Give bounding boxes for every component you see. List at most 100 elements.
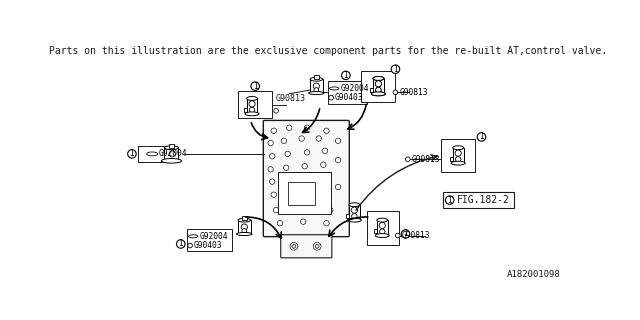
Text: G92004: G92004 [340,84,369,93]
Circle shape [445,196,454,204]
Ellipse shape [377,218,388,222]
Circle shape [268,167,273,172]
Circle shape [281,138,287,143]
Text: G92004: G92004 [199,232,228,241]
Ellipse shape [348,218,362,222]
Circle shape [277,220,283,226]
Circle shape [376,87,381,93]
Circle shape [285,177,291,182]
Ellipse shape [308,92,324,95]
Circle shape [269,179,275,184]
Circle shape [169,151,175,157]
Ellipse shape [371,92,385,96]
Bar [362,71,396,101]
Circle shape [241,224,248,230]
Circle shape [379,222,385,228]
Circle shape [380,229,385,234]
Text: 1: 1 [393,65,398,74]
Text: G90403: G90403 [194,241,223,250]
Circle shape [351,213,357,219]
Circle shape [456,156,461,162]
Text: 1: 1 [129,149,134,158]
Circle shape [289,190,294,195]
Ellipse shape [147,152,157,156]
Bar [346,214,349,218]
Bar [246,99,257,114]
Text: 1: 1 [344,71,348,80]
Circle shape [299,136,305,141]
Circle shape [127,150,136,158]
Bar [164,148,179,160]
Circle shape [307,188,312,194]
Circle shape [375,81,381,87]
Bar [367,211,399,245]
Ellipse shape [373,76,384,80]
Text: 1: 1 [447,196,452,204]
Circle shape [290,243,298,250]
Circle shape [401,230,410,238]
Ellipse shape [349,203,360,207]
Ellipse shape [373,76,384,80]
Ellipse shape [246,97,257,100]
Text: G90813: G90813 [275,94,305,103]
Text: G90813: G90813 [412,155,440,164]
Circle shape [328,207,333,213]
Circle shape [396,233,400,238]
Ellipse shape [189,235,198,238]
Circle shape [324,220,329,226]
Circle shape [325,192,331,197]
FancyBboxPatch shape [263,120,349,237]
Circle shape [329,95,333,100]
Circle shape [313,83,319,89]
Bar [288,182,315,205]
Circle shape [305,125,310,131]
Text: G90813: G90813 [399,88,428,97]
Bar [310,79,323,93]
Circle shape [271,128,276,133]
Circle shape [477,133,486,141]
Bar [314,75,319,79]
Ellipse shape [237,232,252,236]
Bar [238,220,250,234]
Circle shape [351,207,358,213]
Text: Parts on this illustration are the exclusive component parts for the re-built AT: Parts on this illustration are the exclu… [49,46,607,56]
Circle shape [391,65,400,73]
Ellipse shape [330,87,339,90]
Bar [441,139,476,172]
Bar [278,172,331,214]
Text: A182001098: A182001098 [507,270,561,279]
Bar [242,215,246,220]
Bar [169,144,174,148]
Bar [370,88,373,92]
Circle shape [335,184,340,190]
Circle shape [316,244,319,248]
Bar [373,78,384,94]
Circle shape [335,138,340,143]
Text: G90403: G90403 [335,93,364,102]
FancyBboxPatch shape [281,235,332,258]
Circle shape [314,88,319,92]
Circle shape [310,204,316,209]
Circle shape [313,243,321,250]
Circle shape [305,150,310,155]
Circle shape [271,192,276,197]
Circle shape [292,244,296,248]
Circle shape [321,162,326,167]
Ellipse shape [451,161,465,165]
Circle shape [273,207,279,213]
Ellipse shape [371,92,385,96]
Text: FIG.182-2: FIG.182-2 [457,195,509,205]
Circle shape [342,71,350,80]
Circle shape [406,157,410,162]
Circle shape [301,219,306,224]
Ellipse shape [161,158,182,163]
Bar [452,148,463,163]
Bar [443,192,514,208]
Circle shape [285,151,291,156]
Ellipse shape [245,112,259,116]
Circle shape [250,107,255,113]
Ellipse shape [452,146,463,150]
Text: G92004: G92004 [159,149,188,158]
Bar [377,220,388,236]
Circle shape [335,157,340,163]
